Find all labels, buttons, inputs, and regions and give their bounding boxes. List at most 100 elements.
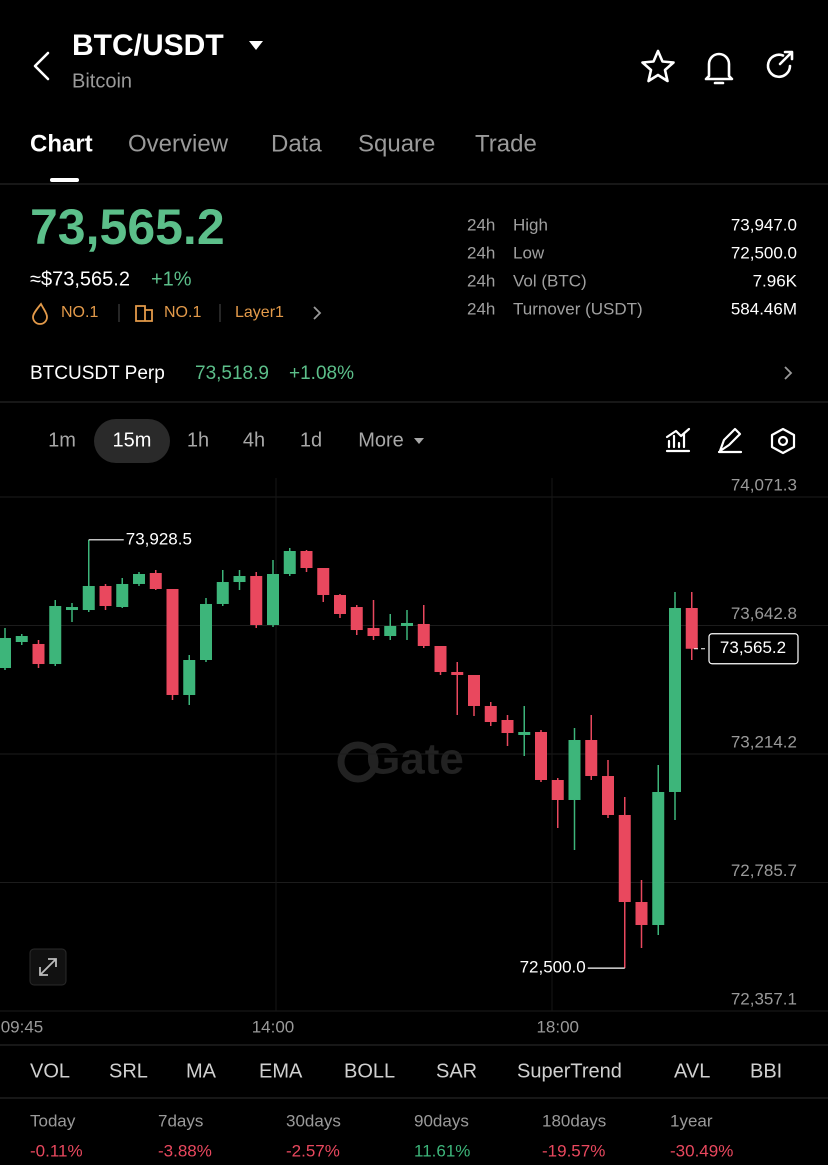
candle-body bbox=[66, 607, 78, 611]
candle-body bbox=[283, 551, 296, 575]
x-tick-label: 14:00 bbox=[252, 1017, 295, 1036]
draw-button[interactable] bbox=[717, 427, 743, 454]
sector-icon bbox=[135, 305, 153, 322]
stat-period: 24h bbox=[467, 215, 495, 234]
candlestick-chart: Gate 74,071.3 73,642.8 73,214.2 72,785.7 72,… bbox=[0, 475, 828, 1012]
indicator-tab[interactable]: MA bbox=[186, 1060, 217, 1082]
stat-label: Vol (BTC) bbox=[513, 271, 587, 290]
indicator-tab[interactable]: VOL bbox=[30, 1060, 70, 1082]
candle-body bbox=[484, 705, 497, 723]
return-value: -2.57% bbox=[286, 1141, 340, 1160]
tab[interactable]: Chart bbox=[30, 130, 93, 157]
tab[interactable]: Square bbox=[358, 130, 435, 157]
watermark: Gate bbox=[366, 735, 464, 784]
share-button[interactable] bbox=[766, 50, 794, 78]
perp-price: 73,518.9 bbox=[195, 363, 269, 384]
return-value: 11.61% bbox=[414, 1141, 470, 1160]
stat-period: 24h bbox=[467, 299, 495, 318]
perp-name[interactable]: BTCUSDT Perp bbox=[30, 363, 165, 384]
candle-body bbox=[618, 814, 631, 903]
candle-body bbox=[685, 608, 698, 649]
tab-indicator bbox=[50, 178, 79, 182]
indicator-tab[interactable]: SRL bbox=[109, 1060, 148, 1082]
timeframe[interactable]: 4h bbox=[243, 429, 265, 451]
return-period: Today bbox=[30, 1111, 76, 1130]
x-tick-label: 09:45 bbox=[1, 1017, 44, 1036]
candle-body bbox=[568, 739, 581, 800]
settings-button[interactable] bbox=[770, 427, 796, 455]
timeframe-more[interactable]: More bbox=[358, 429, 404, 451]
candle-body bbox=[233, 576, 246, 583]
candle-body bbox=[401, 622, 413, 626]
return-period: 180days bbox=[542, 1111, 606, 1130]
timeframe[interactable]: 1m bbox=[48, 429, 76, 451]
favorite-button[interactable] bbox=[641, 49, 675, 83]
candle-body bbox=[250, 576, 263, 626]
rank-badge[interactable]: NO.1 bbox=[61, 304, 98, 321]
timeframe[interactable]: 1h bbox=[187, 429, 209, 451]
tab[interactable]: Trade bbox=[475, 130, 537, 157]
candle-body bbox=[535, 731, 547, 780]
y-tick-label: 73,214.2 bbox=[731, 732, 797, 751]
indicator-tab[interactable]: AVL bbox=[674, 1060, 710, 1082]
stat-period: 24h bbox=[467, 271, 495, 290]
candle-body bbox=[501, 719, 514, 734]
category-badge[interactable]: Layer1 bbox=[235, 304, 284, 321]
indicator-button[interactable] bbox=[665, 427, 691, 453]
candle-body bbox=[216, 582, 229, 604]
y-tick-label: 74,071.3 bbox=[731, 475, 797, 494]
candle-body bbox=[652, 791, 665, 926]
return-period: 7days bbox=[158, 1111, 203, 1130]
candle-body bbox=[99, 585, 112, 606]
indicator-tab[interactable]: BOLL bbox=[344, 1060, 395, 1082]
approx-price: ≈$73,565.2 bbox=[30, 268, 130, 290]
return-period: 1year bbox=[670, 1111, 713, 1130]
fullscreen-icon bbox=[39, 958, 57, 976]
candle-body bbox=[434, 645, 447, 672]
returns-bar: Today -0.11% 7days -3.88% 30days -2.57% 90days… bbox=[30, 1111, 733, 1160]
stat-label: Turnover (USDT) bbox=[513, 299, 643, 318]
x-tick-label: 18:00 bbox=[536, 1017, 579, 1036]
rank-badge[interactable]: NO.1 bbox=[164, 304, 201, 321]
candle-body bbox=[200, 603, 212, 660]
alert-button[interactable] bbox=[704, 52, 734, 85]
return-period: 90days bbox=[414, 1111, 469, 1130]
back-button[interactable] bbox=[33, 51, 50, 81]
candle-body bbox=[551, 779, 564, 800]
settings-button-dot bbox=[777, 435, 789, 447]
candle-body bbox=[82, 585, 95, 611]
candle-body bbox=[32, 643, 45, 665]
indicator-tab[interactable]: SuperTrend bbox=[517, 1060, 622, 1082]
tab[interactable]: Overview bbox=[128, 130, 229, 157]
indicator-tab[interactable]: SAR bbox=[436, 1060, 477, 1082]
symbol-dropdown[interactable] bbox=[249, 41, 263, 50]
candle-body bbox=[317, 568, 330, 595]
candle-body bbox=[149, 573, 162, 589]
candle-body bbox=[669, 608, 681, 792]
candle-body bbox=[334, 594, 346, 615]
stat-label: Low bbox=[513, 243, 545, 262]
candle-body bbox=[384, 625, 397, 637]
stat-value: 7.96K bbox=[753, 271, 798, 290]
candle-body bbox=[602, 776, 614, 815]
indicator-tab[interactable]: BBI bbox=[750, 1060, 782, 1082]
timeframe-active-bg bbox=[94, 419, 170, 463]
timeframe[interactable]: 1d bbox=[300, 429, 322, 451]
return-value: -30.49% bbox=[670, 1141, 733, 1160]
return-value: -19.57% bbox=[542, 1141, 605, 1160]
tab[interactable]: Data bbox=[271, 130, 322, 157]
chevron[interactable] bbox=[313, 306, 322, 320]
return-value: -0.11% bbox=[30, 1141, 83, 1160]
chevron[interactable] bbox=[784, 366, 793, 380]
symbol[interactable]: BTC/USDT bbox=[72, 29, 224, 62]
candle-body bbox=[585, 739, 598, 777]
candle-body bbox=[267, 574, 279, 626]
low-marker-label: 72,500.0 bbox=[520, 958, 586, 977]
candle-body bbox=[166, 588, 179, 695]
timeframe[interactable]: 15m bbox=[113, 429, 152, 451]
indicator-tab[interactable]: EMA bbox=[259, 1060, 303, 1082]
more-dropdown[interactable] bbox=[414, 438, 424, 444]
